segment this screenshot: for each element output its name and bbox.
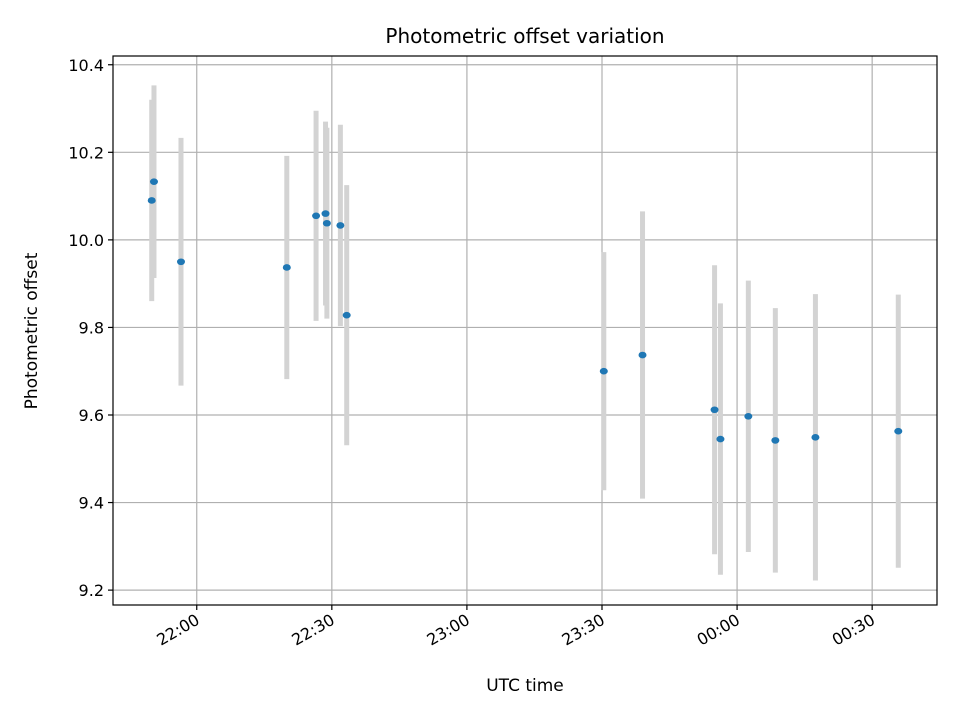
grid-layer bbox=[113, 56, 937, 605]
data-point bbox=[638, 351, 647, 359]
data-point bbox=[312, 212, 321, 220]
data-point bbox=[716, 435, 725, 443]
y-tick-label: 10.2 bbox=[68, 143, 104, 162]
data-point bbox=[321, 210, 330, 217]
y-tick-label: 10.4 bbox=[68, 56, 104, 75]
data-point bbox=[147, 197, 156, 204]
data-point bbox=[744, 413, 753, 420]
y-tick-label: 10.0 bbox=[68, 231, 104, 250]
y-tick-label: 9.2 bbox=[79, 581, 104, 600]
data-point bbox=[322, 219, 331, 227]
y-tick-label: 9.6 bbox=[79, 406, 104, 425]
y-axis-title: Photometric offset bbox=[22, 252, 42, 409]
y-tick-label: 9.4 bbox=[79, 494, 104, 513]
data-point bbox=[599, 367, 608, 375]
data-point bbox=[894, 427, 903, 435]
marker-layer bbox=[147, 178, 903, 444]
plot-frame bbox=[112, 55, 938, 606]
data-point bbox=[771, 437, 780, 444]
y-axis: 9.2 9.4 9.6 9.8 10.0 10.2 10.4 bbox=[68, 56, 113, 600]
y-tick-label: 9.8 bbox=[79, 318, 104, 337]
x-axis-title: UTC time bbox=[486, 676, 564, 696]
data-point bbox=[336, 222, 345, 229]
data-point bbox=[282, 264, 291, 271]
data-point bbox=[342, 311, 351, 319]
data-point bbox=[176, 258, 185, 266]
data-point bbox=[811, 434, 820, 441]
data-point bbox=[710, 406, 719, 414]
chart-title: Photometric offset variation bbox=[385, 24, 664, 48]
data-point bbox=[149, 178, 158, 185]
